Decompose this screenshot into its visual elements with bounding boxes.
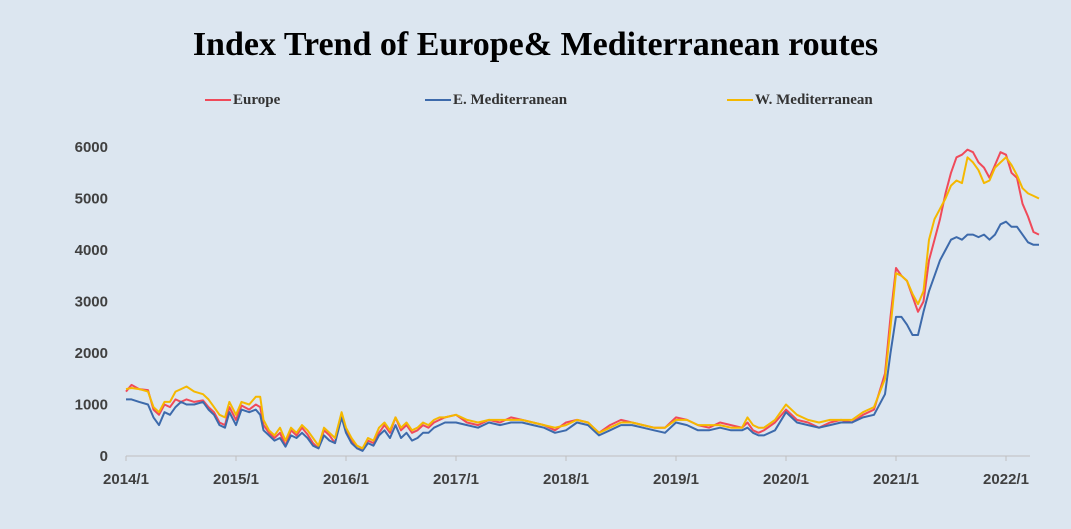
x-tick-label: 2017/1 [433, 471, 479, 488]
legend-item-europe: Europe [205, 90, 280, 110]
y-tick-label: 4000 [75, 242, 108, 259]
x-tick-label: 2018/1 [543, 471, 589, 488]
y-tick-label: 3000 [75, 294, 108, 311]
x-tick-label: 2022/1 [983, 471, 1029, 488]
chart-title: Index Trend of Europe& Mediterranean rou… [192, 26, 879, 63]
x-tick-label: 2021/1 [873, 471, 919, 488]
legend-label-w-mediterranean: W. Mediterranean [755, 91, 873, 108]
series-line-w-mediterranean [125, 156, 1040, 450]
y-tick-label: 5000 [75, 191, 108, 208]
series-line-e-mediterranean [126, 220, 1039, 452]
y-tick-label: 1000 [75, 397, 108, 414]
legend-swatch-e-mediterranean [425, 99, 451, 101]
series-line-europe [125, 148, 1040, 451]
x-tick-label: 2015/1 [213, 471, 259, 488]
x-tick-label: 2019/1 [653, 471, 699, 488]
legend-label-europe: Europe [233, 91, 281, 108]
legend-swatch-europe [205, 99, 231, 101]
x-tick-label: 2016/1 [323, 471, 369, 488]
x-tick-label: 2014/1 [103, 471, 149, 488]
legend-swatch-w-mediterranean [727, 99, 753, 101]
x-tick-label: 2020/1 [763, 471, 809, 488]
legend-item-w-mediterranean: W. Mediterranean [727, 90, 873, 110]
y-tick-label: 0 [100, 448, 108, 465]
legend-label-e-mediterranean: E. Mediterranean [453, 91, 568, 108]
y-tick-label: 2000 [75, 345, 108, 362]
y-tick-label: 6000 [75, 139, 108, 156]
legend-item-e-mediterranean: E. Mediterranean [425, 90, 567, 110]
